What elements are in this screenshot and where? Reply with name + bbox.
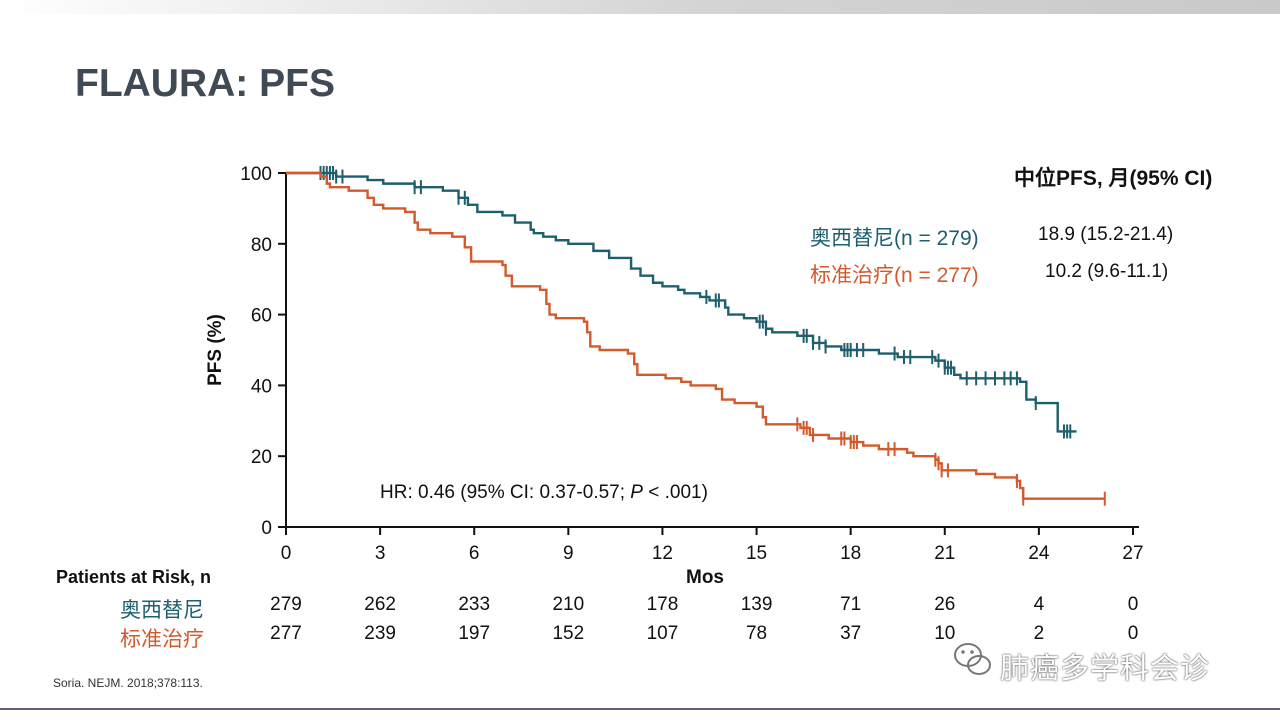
hazard-ratio-annotation: HR: 0.46 (95% CI: 0.37-0.57; P < .001) <box>380 482 708 504</box>
risk-count: 262 <box>364 594 396 615</box>
risk-label-standard: 标准治疗 <box>120 628 204 651</box>
risk-count: 78 <box>745 623 768 644</box>
risk-count: 37 <box>840 623 862 644</box>
risk-count: 197 <box>458 623 491 644</box>
y-axis-label: PFS (%) <box>205 314 226 386</box>
y-tick-label: 40 <box>251 376 272 397</box>
risk-count: 279 <box>270 594 302 615</box>
y-tick-label: 20 <box>251 447 272 468</box>
top-gradient-bar <box>0 0 1280 14</box>
page-title: FLAURA: PFS <box>75 62 335 105</box>
risk-count: 277 <box>270 623 302 644</box>
chart-curves <box>286 166 1106 506</box>
risk-count: 233 <box>458 594 491 615</box>
risk-count: 71 <box>840 594 862 615</box>
hr-p: P <box>630 482 643 503</box>
risk-count: 4 <box>1033 594 1045 615</box>
risk-count: 152 <box>552 623 585 644</box>
x-tick-label: 18 <box>840 543 861 564</box>
hr-prefix: HR: 0.46 (95% CI: 0.37-0.57; <box>380 482 631 503</box>
legend-osimertinib: 奥西替尼(n = 279) <box>810 222 979 252</box>
risk-count: 107 <box>646 623 679 644</box>
x-tick-label: 15 <box>746 543 767 564</box>
risk-count: 2 <box>1033 623 1045 644</box>
risk-label-osimertinib: 奥西替尼 <box>120 599 204 622</box>
median-standard: 10.2 (9.6-11.1) <box>1045 261 1169 282</box>
risk-count: 210 <box>552 594 585 615</box>
y-tick-label: 60 <box>251 306 272 327</box>
x-tick-label: 3 <box>375 543 386 564</box>
risk-count: 178 <box>646 594 679 615</box>
risk-count: 139 <box>740 594 773 615</box>
x-tick-label: 0 <box>281 543 292 564</box>
y-tick-label: 80 <box>251 235 272 256</box>
legend-standard: 标准治疗(n = 277) <box>810 259 979 289</box>
x-tick-label: 27 <box>1122 543 1143 564</box>
x-axis-label: Mos <box>686 567 724 588</box>
y-tick-label: 100 <box>240 164 272 185</box>
risk-count: 0 <box>1127 594 1139 615</box>
x-tick-label: 9 <box>563 543 574 564</box>
legend-label-osimertinib: 奥西替尼(n = 279) <box>810 227 979 250</box>
wechat-icon <box>954 643 991 675</box>
hr-suffix: < .001) <box>642 482 708 503</box>
risk-count: 10 <box>934 623 956 644</box>
risk-row-osimertinib: 奥西替尼 279 262 233 210 178 139 71 26 4 0 <box>0 594 1280 622</box>
risk-count: 0 <box>1127 623 1139 644</box>
x-tick-label: 21 <box>934 543 955 564</box>
risk-count: 239 <box>364 623 396 644</box>
risk-table-header: Patients at Risk, n <box>56 567 212 587</box>
x-tick-label: 24 <box>1028 543 1050 564</box>
median-osimertinib: 18.9 (15.2-21.4) <box>1038 224 1174 245</box>
citation-footnote: Soria. NEJM. 2018;378:113. <box>53 676 203 690</box>
risk-count: 26 <box>934 594 956 615</box>
x-tick-label: 6 <box>469 543 480 564</box>
bottom-rule <box>0 708 1280 710</box>
x-tick-label: 12 <box>652 543 673 564</box>
y-tick-label: 0 <box>261 518 272 539</box>
risk-row-standard: 标准治疗 277 239 197 152 107 78 37 10 2 0 <box>0 623 1280 651</box>
chart-axes: 0 3 6 9 12 15 18 21 24 27 0 20 40 60 80 100 <box>240 164 1143 564</box>
legend-label-standard: 标准治疗(n = 277) <box>810 264 979 287</box>
watermark-text: 肺癌多学科会诊 <box>1000 653 1211 685</box>
km-curve-standard <box>286 171 1105 500</box>
legend-header: 中位PFS, 月(95% CI) <box>1014 167 1213 190</box>
